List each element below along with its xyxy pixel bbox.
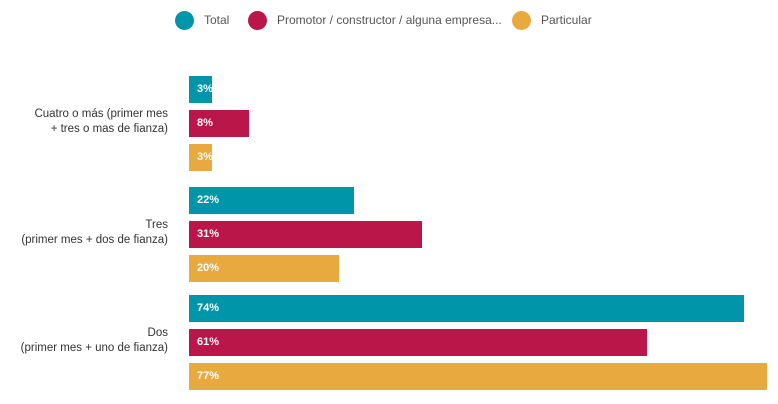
- data-label: 8%: [197, 117, 213, 129]
- legend-item-particular[interactable]: Particular: [512, 9, 592, 31]
- bar[interactable]: [189, 255, 339, 282]
- data-label: 3%: [197, 151, 213, 163]
- category-label-line: (primer mes + dos de fianza): [21, 233, 168, 246]
- category-label-line: + tres o mas de fianza): [50, 122, 168, 135]
- legend-label-particular: Particular: [541, 13, 592, 27]
- data-label: 22%: [197, 194, 220, 206]
- data-label: 77%: [197, 370, 220, 382]
- category-label-line: Cuatro o más (primer mes: [34, 107, 168, 120]
- bar[interactable]: [189, 187, 354, 214]
- data-label: 74%: [197, 302, 220, 314]
- category-label: Cuatro o más (primer mes + tres o mas de …: [34, 107, 168, 137]
- category-label-line: Dos: [147, 326, 168, 339]
- data-label: 31%: [197, 228, 220, 240]
- chart-legend: Total Promotor / constructor / alguna em…: [0, 9, 778, 31]
- category-label: Dos (primer mes + uno de fianza): [21, 326, 168, 356]
- category-label: Tres (primer mes + dos de fianza): [21, 218, 168, 248]
- data-label: 20%: [197, 262, 220, 274]
- category-label-line: Tres: [145, 218, 168, 231]
- bar[interactable]: [189, 363, 767, 390]
- bar[interactable]: [189, 144, 212, 171]
- bar[interactable]: [189, 329, 647, 356]
- legend-label-total: Total: [204, 13, 230, 27]
- bar[interactable]: [189, 221, 422, 248]
- category-label-line: (primer mes + uno de fianza): [20, 341, 168, 354]
- legend-item-total[interactable]: Total: [175, 9, 229, 31]
- data-label: 61%: [197, 336, 220, 348]
- bar[interactable]: [189, 295, 744, 322]
- bar[interactable]: [189, 76, 212, 103]
- legend-swatch-total: [175, 10, 194, 30]
- legend-swatch-promotor: [248, 10, 267, 30]
- legend-label-promotor: Promotor / constructor / alguna empresa.…: [277, 13, 502, 27]
- data-label: 3%: [197, 83, 213, 95]
- legend-item-promotor[interactable]: Promotor / constructor / alguna empresa.…: [248, 9, 502, 31]
- bar[interactable]: [189, 110, 249, 137]
- legend-swatch-particular: [512, 10, 531, 30]
